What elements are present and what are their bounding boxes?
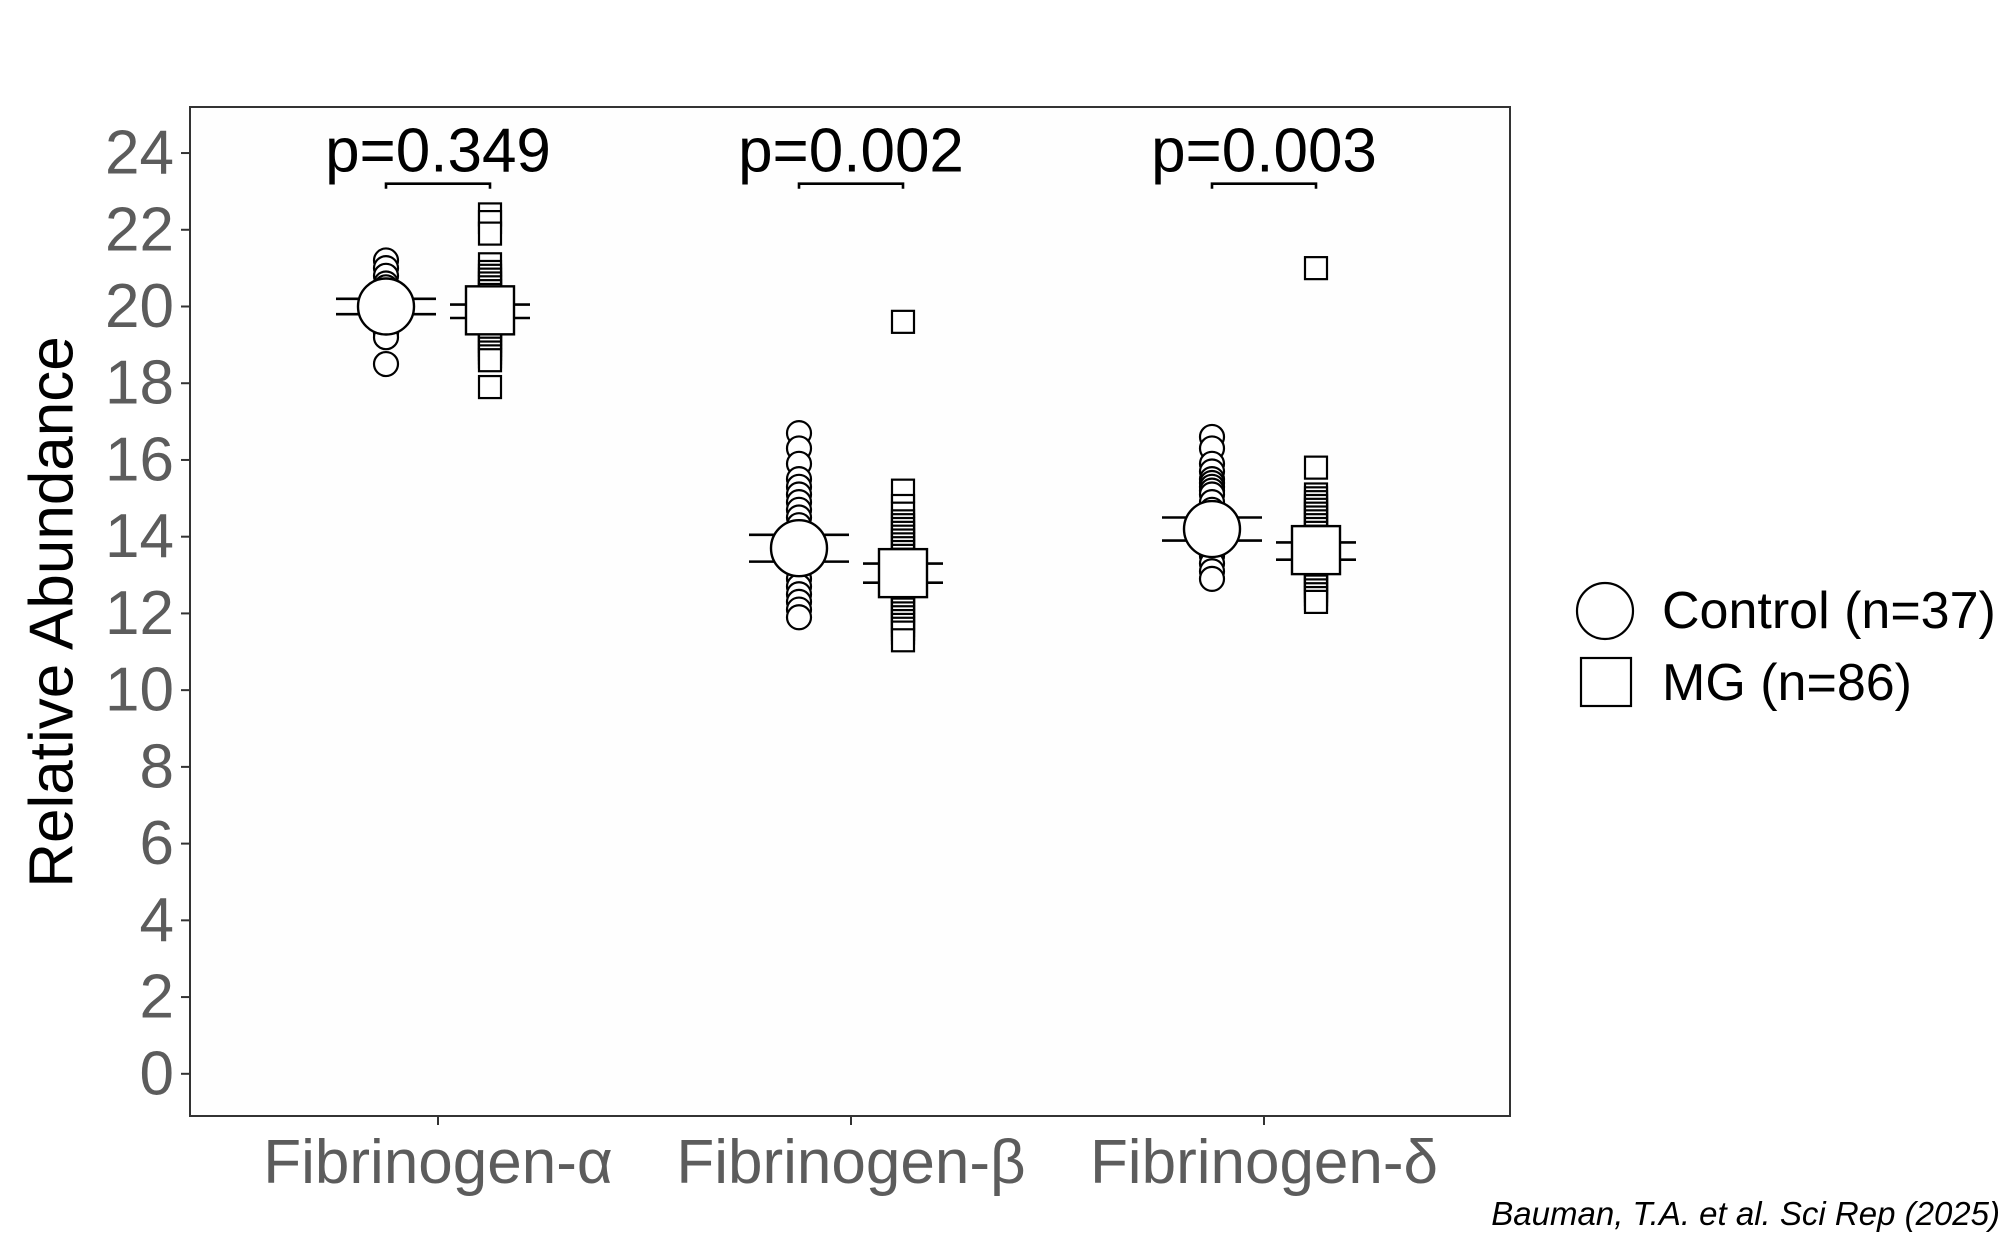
- mg-data-point: [890, 309, 916, 334]
- y-tick-label: 24: [105, 119, 174, 188]
- control-mean-marker: [356, 277, 416, 336]
- control-mean-marker: [769, 518, 829, 578]
- control-data-point: [1198, 565, 1226, 592]
- mean-ci-markers: [336, 277, 1356, 599]
- y-tick-label: 16: [105, 425, 174, 494]
- p-value-label: p=0.349: [325, 117, 551, 186]
- x-axis: Fibrinogen-α Fibrinogen-β Fibrinogen-δ: [263, 1116, 1438, 1197]
- legend-label-mg: MG (n=86): [1662, 654, 1912, 712]
- significance-bracket: [384, 182, 492, 189]
- y-tick-label: 0: [140, 1039, 174, 1108]
- x-category-label: Fibrinogen-α: [263, 1128, 612, 1197]
- mg-data-point: [890, 628, 916, 653]
- y-tick-label: 18: [105, 349, 174, 418]
- mg-data-point: [1303, 589, 1329, 615]
- y-tick-label: 6: [140, 809, 174, 878]
- control-data-point: [372, 350, 400, 378]
- mg-mean-marker: [464, 285, 516, 336]
- y-axis-title: Relative Abundance: [18, 336, 87, 888]
- mg-data-point: [477, 221, 503, 246]
- control-data-point: [785, 604, 813, 631]
- mg-data-point: [477, 348, 503, 373]
- y-tick-label: 10: [105, 656, 174, 725]
- plot-panel: [189, 106, 1511, 1117]
- y-tick-label: 14: [105, 502, 174, 571]
- legend-square-icon: [1579, 656, 1633, 708]
- control-mean-marker: [1182, 499, 1242, 559]
- y-tick-label: 20: [105, 272, 174, 341]
- legend: Control (n=37) MG (n=86): [1575, 581, 1996, 712]
- significance-bracket: [797, 182, 905, 189]
- p-value-label: p=0.003: [1151, 117, 1377, 186]
- mg-data-point: [1303, 256, 1329, 281]
- y-tick-label: 2: [140, 963, 174, 1032]
- significance-brackets: p=0.349 p=0.002 p=0.003: [325, 117, 1377, 189]
- significance-bracket: [1210, 182, 1318, 189]
- mg-mean-marker: [877, 547, 929, 599]
- citation: Bauman, T.A. et al. Sci Rep (2025): [1491, 1195, 2000, 1232]
- legend-circle-icon: [1575, 581, 1635, 641]
- y-tick-label: 4: [140, 886, 174, 955]
- y-tick-label: 22: [105, 195, 174, 264]
- mg-data-point: [1303, 455, 1329, 480]
- mg-data-point: [477, 374, 503, 400]
- x-category-label: Fibrinogen-δ: [1090, 1128, 1438, 1197]
- p-value-label: p=0.002: [738, 117, 964, 186]
- legend-label-control: Control (n=37): [1662, 582, 1996, 640]
- y-tick-label: 8: [140, 732, 174, 801]
- x-category-label: Fibrinogen-β: [676, 1128, 1025, 1197]
- y-tick-label: 12: [105, 579, 174, 648]
- mg-mean-marker: [1290, 524, 1342, 576]
